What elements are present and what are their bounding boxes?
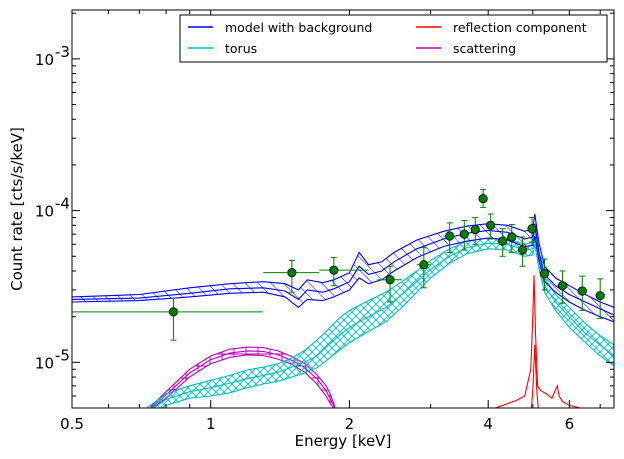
legend: model with background reflection componen… bbox=[179, 14, 608, 63]
legend-label: model with background bbox=[225, 20, 372, 35]
data-marker bbox=[498, 236, 508, 246]
data-marker bbox=[445, 231, 455, 241]
plot-area bbox=[72, 188, 614, 408]
x-tick-label: 1 bbox=[206, 415, 216, 433]
reflection-component-line-1 bbox=[493, 275, 583, 408]
data-marker bbox=[527, 224, 537, 234]
x-tick-label: 4 bbox=[483, 415, 493, 433]
data-point-9 bbox=[478, 188, 488, 208]
scattering-lower-line bbox=[151, 354, 335, 408]
data-marker bbox=[557, 281, 568, 291]
reflection-component-line-2 bbox=[530, 344, 539, 408]
y-tick-exponent: -5 bbox=[55, 346, 70, 364]
data-marker bbox=[470, 224, 480, 235]
data-point-3 bbox=[319, 257, 369, 287]
data-point-12 bbox=[507, 223, 517, 253]
model-with-background-upper-line bbox=[72, 213, 614, 308]
plot-frame bbox=[71, 9, 615, 409]
data-point-4 bbox=[377, 265, 402, 303]
data-point-5 bbox=[416, 247, 431, 289]
legend-label: torus bbox=[225, 41, 257, 56]
data-point-14 bbox=[527, 217, 537, 243]
scattering-upper-line bbox=[150, 346, 336, 408]
data-marker bbox=[517, 245, 528, 255]
torus-band bbox=[146, 229, 614, 408]
y-tick-label: 10 bbox=[35, 354, 54, 372]
data-point-15 bbox=[539, 258, 550, 291]
data-point-7 bbox=[459, 220, 469, 251]
data-point-18 bbox=[595, 278, 605, 319]
y-tick-exponent: -4 bbox=[55, 195, 70, 213]
data-marker bbox=[459, 229, 469, 239]
model-with-background-lower-line bbox=[72, 235, 614, 323]
legend-label: scattering bbox=[453, 41, 516, 56]
x-tick-label: 2 bbox=[345, 415, 355, 433]
data-point-1 bbox=[72, 297, 264, 341]
data-point-6 bbox=[443, 222, 456, 253]
y-tick-label: 10 bbox=[35, 203, 54, 221]
legend-label: reflection component bbox=[453, 20, 587, 35]
data-marker bbox=[478, 193, 488, 204]
x-axis-label: Energy [keV] bbox=[295, 432, 392, 450]
x-tick-label: 6 bbox=[565, 415, 575, 433]
y-tick-label: 10 bbox=[35, 51, 54, 69]
legend-box bbox=[179, 14, 608, 63]
data-point-8 bbox=[470, 217, 480, 245]
data-marker bbox=[287, 268, 297, 278]
data-marker bbox=[329, 265, 339, 275]
data-marker bbox=[577, 286, 587, 296]
data-point-2 bbox=[263, 259, 320, 293]
y-axis-label: Count rate [cts/s/keV] bbox=[8, 127, 26, 291]
scattering-line bbox=[150, 350, 336, 408]
data-marker bbox=[595, 291, 605, 301]
data-marker bbox=[168, 307, 179, 317]
data-marker bbox=[419, 260, 429, 270]
data-marker bbox=[539, 268, 550, 279]
data-point-13 bbox=[517, 236, 528, 267]
axis-ticks: 0.5 1 2 4 610-510-410-3 bbox=[35, 10, 614, 433]
axis-labels: Energy [keV] Count rate [cts/s/keV] bbox=[8, 127, 391, 450]
data-point-10 bbox=[486, 213, 496, 240]
y-tick-exponent: -3 bbox=[55, 43, 70, 61]
x-tick-label: 0.5 bbox=[60, 415, 84, 433]
data-marker bbox=[486, 220, 496, 230]
data-point-16 bbox=[557, 270, 568, 304]
data-point-11 bbox=[497, 228, 508, 257]
data-point-17 bbox=[577, 275, 587, 311]
data-marker bbox=[385, 275, 395, 285]
data-marker bbox=[507, 232, 517, 242]
torus-lower-line bbox=[161, 244, 614, 408]
